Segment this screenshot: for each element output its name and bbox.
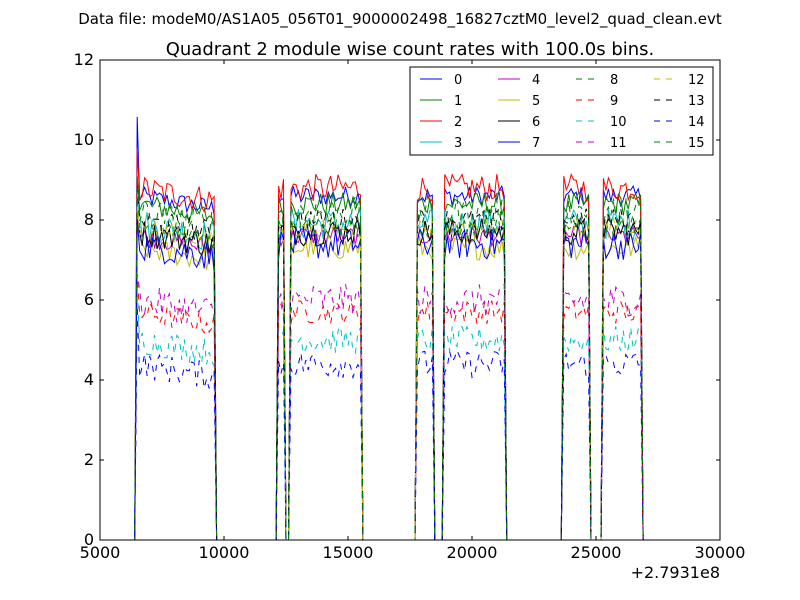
legend-label-6: 6 — [532, 115, 540, 130]
legend-label-10: 10 — [610, 115, 627, 130]
series-line-2 — [134, 148, 644, 541]
chart-title: Quadrant 2 module wise count rates with … — [166, 39, 655, 60]
legend-label-1: 1 — [454, 94, 462, 109]
series-line-0 — [134, 116, 644, 541]
series-line-15 — [134, 177, 644, 541]
legend-label-2: 2 — [454, 115, 462, 130]
x-offset-label: +2.7931e8 — [631, 563, 720, 582]
y-tick-label: 8 — [84, 210, 94, 229]
y-tick-label: 4 — [84, 370, 94, 389]
legend-label-5: 5 — [532, 94, 540, 109]
y-tick-label: 10 — [74, 130, 94, 149]
series-line-13 — [134, 184, 644, 541]
y-tick-label: 2 — [84, 450, 94, 469]
plot-series-group — [134, 116, 644, 541]
series-line-14 — [134, 305, 644, 541]
x-tick-label: 30000 — [695, 543, 746, 562]
legend-label-0: 0 — [454, 73, 462, 88]
legend-label-3: 3 — [454, 136, 462, 151]
y-tick-label: 6 — [84, 290, 94, 309]
series-line-6 — [134, 218, 644, 541]
series-line-5 — [134, 210, 644, 541]
x-tick-label: 5000 — [80, 543, 121, 562]
x-tick-label: 25000 — [571, 543, 622, 562]
y-tick-label: 0 — [84, 530, 94, 549]
legend-label-15: 15 — [688, 136, 705, 151]
legend-label-9: 9 — [610, 94, 618, 109]
series-line-9 — [134, 274, 644, 541]
legend-label-8: 8 — [610, 73, 618, 88]
series-line-10 — [134, 290, 644, 541]
x-tick-label: 20000 — [447, 543, 498, 562]
legend-label-4: 4 — [532, 73, 540, 88]
legend-label-7: 7 — [532, 136, 540, 151]
legend-label-13: 13 — [688, 94, 705, 109]
x-tick-label: 10000 — [199, 543, 250, 562]
legend-label-14: 14 — [688, 115, 705, 130]
legend-label-12: 12 — [688, 73, 705, 88]
chart-suptitle: Data file: modeM0/AS1A05_056T01_90000024… — [78, 10, 722, 29]
x-tick-label: 15000 — [323, 543, 374, 562]
series-line-12 — [134, 203, 644, 541]
legend-box — [409, 66, 714, 156]
series-line-1 — [134, 175, 644, 541]
y-tick-label: 12 — [74, 50, 94, 69]
series-line-7 — [134, 218, 644, 541]
legend-label-11: 11 — [610, 136, 627, 151]
series-line-11 — [134, 274, 644, 541]
series-line-4 — [134, 210, 644, 541]
